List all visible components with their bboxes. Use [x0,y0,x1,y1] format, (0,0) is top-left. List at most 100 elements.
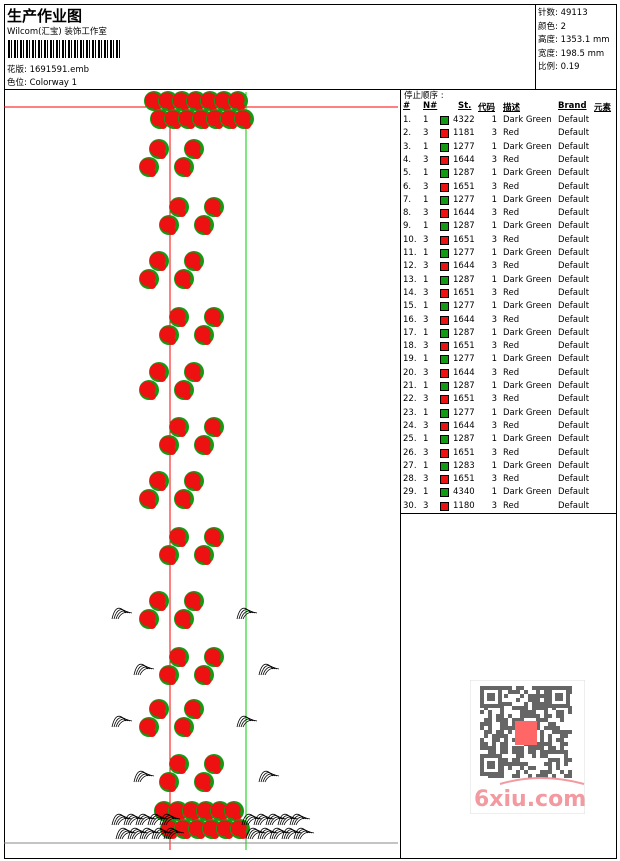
stop-sequence-table: 停止顺序 : # N# St. 代码 描述 Brand 元素 1. 1 4322 1 Dark Gr… [401,89,617,514]
scale: 比例: 0.19 [538,60,618,72]
outline-motif [253,813,275,826]
design-info: 针数: 49113 颜色: 2 高度: 1353.1 mm 宽度: 198.5 … [535,4,618,89]
motif [228,91,248,111]
description: Dark Green [503,460,552,471]
motif [149,471,169,491]
code: 3 [491,447,497,458]
row-number: 20. [403,367,417,378]
company-name: Wilcom(汇宝) 装饰工作室 [7,27,107,37]
description: Red [503,287,520,298]
row-number: 9. [403,221,412,232]
motif [234,109,254,129]
color-swatch [440,275,449,285]
code: 1 [491,487,497,498]
motif [139,380,159,400]
stitch-count: 1651 [453,341,475,352]
stitch-count: 1644 [453,154,475,165]
table-row: 30. 3 1180 3 Red Default [401,501,617,514]
table-row: 23. 1 1277 1 Dark Green Default [401,408,617,421]
row-number: 4. [403,154,412,165]
motif [139,269,159,289]
description: Dark Green [503,407,552,418]
outline-motif [159,813,181,826]
stitch-count: 4340 [453,487,475,498]
brand: Default [558,367,590,378]
motif [206,109,226,129]
code: 3 [491,287,497,298]
height: 高度: 1353.1 mm [538,33,618,45]
stitch-count: 1287 [453,327,475,338]
motif [192,109,212,129]
label: 针数: [538,8,558,18]
header: 生产作业图 Wilcom(汇宝) 装饰工作室 花版: 1691591.emb 色… [4,4,617,90]
column-header: # [403,101,411,111]
motif [184,139,204,159]
description: Red [503,128,520,139]
table-row: 16. 3 1644 3 Red Default [401,315,617,328]
code: 1 [491,381,497,391]
description: Red [503,234,520,245]
value: 2 [560,21,566,32]
brand: Default [558,274,590,285]
description: Dark Green [503,274,552,285]
row-number: 15. [403,301,417,312]
table-row: 28. 3 1651 3 Red Default [401,474,617,487]
brand: Default [558,181,590,192]
column-header: 描述 [503,103,521,113]
stitch-count: 1277 [453,248,475,258]
motif [174,157,194,177]
description: Red [503,341,520,352]
motif [169,417,189,437]
code: 3 [491,314,497,325]
description: Dark Green [503,115,552,125]
description: Red [503,367,520,378]
motif [139,717,159,737]
brand: Default [558,474,590,485]
code: 3 [491,420,497,431]
colorway-value: Colorway 1 [29,78,78,88]
watermark-text: 6xiu.com [474,787,587,812]
motif [139,489,159,509]
needle: 3 [423,394,429,405]
value: 1353.1 mm [560,35,610,45]
motif [204,417,224,437]
label: 比例: [538,62,558,72]
stitch-count: 1287 [453,221,475,232]
motif [169,197,189,217]
row-number: 23. [403,407,417,418]
table-row: 29. 1 4340 1 Dark Green Default [401,487,617,500]
label: 颜色: [538,21,558,32]
color-swatch [440,182,449,192]
needle: 3 [423,181,429,192]
value: 0.19 [560,62,580,72]
description: Red [503,181,520,192]
brand: Default [558,394,590,405]
code: 1 [491,407,497,418]
color-swatch [440,408,449,418]
needle: 1 [423,274,429,285]
needle: 3 [423,314,429,325]
brand: Default [558,327,590,338]
brand: Default [558,407,590,418]
color-swatch [440,288,449,298]
outline-motif [135,813,157,826]
column-header: 元素 [594,103,612,113]
row-number: 7. [403,194,412,205]
code: 3 [491,154,497,165]
code: 3 [491,474,497,485]
stitch-count: 1287 [453,274,475,285]
color-swatch [440,222,449,232]
column-header: N# [423,101,438,111]
motif [214,91,234,111]
row-number: 30. [403,500,417,511]
outline-motif [236,715,258,728]
code: 1 [491,460,497,471]
row-number: 17. [403,327,417,338]
table-row: 7. 1 1277 1 Dark Green Default [401,195,617,208]
stitch-count: 1651 [453,394,475,405]
motif [200,91,220,111]
color-swatch [440,249,449,258]
motif [184,251,204,271]
table-row: 27. 1 1283 1 Dark Green Default [401,461,617,474]
brand: Default [558,194,590,205]
